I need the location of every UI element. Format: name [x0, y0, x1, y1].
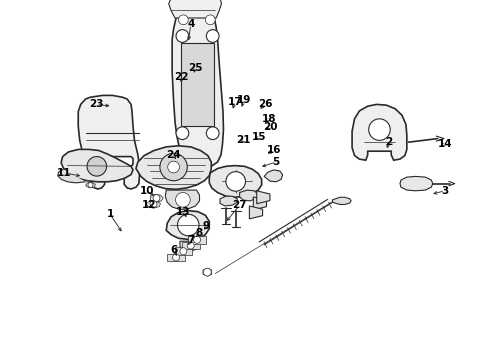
Text: 18: 18 [261, 114, 276, 124]
Text: 8: 8 [195, 228, 202, 238]
Polygon shape [203, 268, 211, 276]
Polygon shape [136, 146, 211, 189]
Circle shape [206, 127, 219, 140]
Circle shape [203, 268, 211, 276]
Text: 15: 15 [251, 132, 266, 142]
Circle shape [178, 15, 188, 25]
Circle shape [368, 119, 389, 140]
Circle shape [187, 242, 194, 249]
Text: 17: 17 [227, 96, 242, 107]
Circle shape [167, 161, 179, 173]
Circle shape [176, 30, 188, 42]
Polygon shape [165, 190, 199, 210]
Polygon shape [168, 0, 221, 18]
Polygon shape [167, 253, 184, 261]
Circle shape [160, 153, 187, 181]
Circle shape [150, 201, 157, 208]
Polygon shape [58, 169, 85, 183]
Text: 26: 26 [257, 99, 272, 109]
Text: 24: 24 [166, 150, 181, 160]
Text: 10: 10 [139, 186, 154, 196]
Text: 1: 1 [106, 209, 113, 219]
Polygon shape [249, 206, 262, 219]
Text: 3: 3 [441, 186, 447, 196]
Text: 20: 20 [263, 122, 277, 132]
Circle shape [153, 194, 160, 202]
Text: 16: 16 [266, 145, 281, 156]
Text: 13: 13 [176, 207, 190, 217]
Text: 12: 12 [142, 200, 156, 210]
Text: 25: 25 [188, 63, 203, 73]
Polygon shape [78, 95, 139, 189]
Polygon shape [61, 149, 133, 182]
Polygon shape [256, 191, 269, 204]
Circle shape [193, 236, 200, 243]
Text: 2: 2 [385, 137, 391, 147]
Circle shape [175, 193, 190, 207]
Text: 6: 6 [170, 245, 177, 255]
Polygon shape [239, 190, 258, 201]
Circle shape [205, 15, 215, 25]
Polygon shape [85, 182, 95, 188]
Polygon shape [174, 247, 192, 255]
Circle shape [225, 172, 245, 191]
Polygon shape [264, 170, 282, 182]
Circle shape [87, 157, 106, 176]
Polygon shape [351, 104, 406, 160]
Polygon shape [150, 194, 163, 202]
Text: 23: 23 [89, 99, 103, 109]
Polygon shape [180, 241, 198, 251]
Polygon shape [188, 236, 205, 244]
Circle shape [176, 127, 188, 140]
Polygon shape [332, 197, 350, 204]
Circle shape [206, 30, 219, 42]
Polygon shape [166, 211, 209, 239]
Circle shape [177, 214, 199, 236]
Text: 9: 9 [203, 221, 209, 231]
Text: 11: 11 [56, 168, 71, 178]
Text: 4: 4 [186, 19, 194, 30]
Polygon shape [172, 4, 223, 168]
Text: 5: 5 [272, 157, 279, 167]
Polygon shape [253, 197, 266, 210]
Polygon shape [145, 201, 160, 208]
Circle shape [172, 254, 179, 261]
Circle shape [88, 183, 93, 188]
Text: 22: 22 [173, 72, 188, 82]
Polygon shape [181, 43, 214, 126]
Polygon shape [209, 166, 261, 197]
Polygon shape [399, 176, 432, 191]
Circle shape [180, 248, 186, 255]
Polygon shape [182, 242, 199, 249]
Text: 27: 27 [232, 200, 246, 210]
Text: 19: 19 [236, 95, 250, 105]
Polygon shape [220, 196, 237, 206]
Text: 7: 7 [186, 235, 194, 246]
Text: 21: 21 [236, 135, 250, 145]
Text: 14: 14 [437, 139, 451, 149]
